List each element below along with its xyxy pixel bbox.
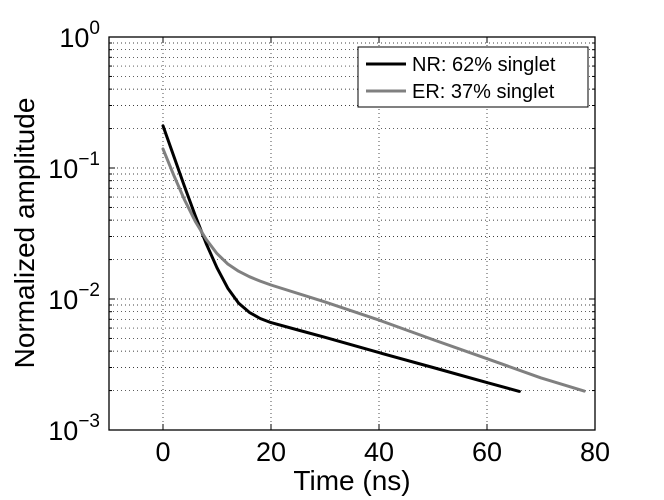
series-line-er xyxy=(161,147,586,393)
y-tick-label: 100 xyxy=(59,18,100,53)
legend-box xyxy=(357,46,589,108)
tick-labels: 0 20 40 60 80 100 10−1 10−2 10−3 xyxy=(48,18,610,467)
y-axis-label: Normalized amplitude xyxy=(9,98,40,369)
y-tick-label: 10−2 xyxy=(48,280,100,315)
y-tick-label: 10−1 xyxy=(48,149,100,184)
x-tick-label: 60 xyxy=(472,437,502,467)
legend-label-nr: NR: 62% singlet xyxy=(412,54,556,76)
x-tick-label: 20 xyxy=(256,437,286,467)
y-tick-label: 10−3 xyxy=(48,411,100,446)
axes-frame xyxy=(108,36,596,431)
series-line-nr xyxy=(161,124,521,393)
x-tick-label: 0 xyxy=(155,437,170,467)
tick-marks xyxy=(109,37,596,430)
series-lines xyxy=(161,124,586,393)
x-tick-label: 80 xyxy=(580,437,610,467)
x-axis-label: Time (ns) xyxy=(293,465,410,496)
legend-label-er: ER: 37% singlet xyxy=(412,81,555,103)
x-tick-label: 40 xyxy=(364,437,394,467)
legend: NR: 62% singlet ER: 37% singlet xyxy=(357,46,589,108)
